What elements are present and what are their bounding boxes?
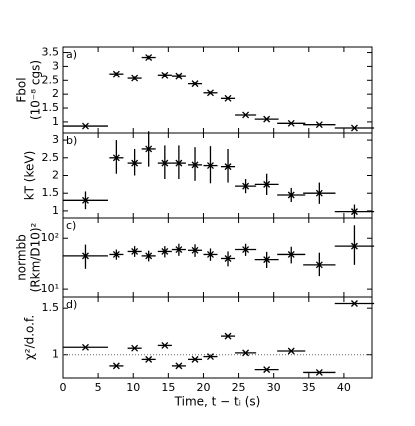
marker <box>315 189 323 197</box>
y-tick-label: 1 <box>52 204 59 217</box>
x-tick-label: 0 <box>60 381 67 394</box>
marker <box>131 247 139 255</box>
marker <box>263 256 271 264</box>
y-axis-label: (Rkm/D10)² <box>29 222 43 292</box>
y-tick-label: 1 <box>52 348 59 361</box>
marker <box>242 349 250 357</box>
panel-label: a) <box>66 48 77 61</box>
y-tick-label: 3 <box>52 133 59 146</box>
marker <box>350 124 358 132</box>
marker <box>175 246 183 253</box>
marker <box>350 242 358 250</box>
marker <box>207 89 214 97</box>
marker <box>161 159 169 167</box>
marker <box>145 54 153 62</box>
panel-frame <box>62 132 373 219</box>
y-axis-label: Fbol <box>15 77 29 102</box>
panel-frame <box>62 46 373 134</box>
marker <box>224 163 232 171</box>
panel-frame <box>62 217 373 298</box>
marker <box>287 251 295 258</box>
marker <box>224 332 232 340</box>
panel-frame <box>62 296 373 379</box>
marker <box>191 161 199 169</box>
marker <box>242 246 250 253</box>
x-tick-label: 10 <box>126 381 140 394</box>
marker <box>112 362 120 370</box>
marker <box>82 343 89 351</box>
marker <box>350 208 358 216</box>
x-tick-label: 15 <box>161 381 175 394</box>
marker <box>263 180 271 188</box>
y-tick-label: 3.5 <box>42 46 60 59</box>
marker <box>242 111 250 119</box>
marker <box>82 252 89 260</box>
marker <box>112 70 120 78</box>
y-tick-label: 1 <box>52 115 59 128</box>
x-tick-label: 40 <box>337 381 351 394</box>
marker <box>131 74 139 82</box>
marker <box>315 261 323 269</box>
y-axis-label: χ²/d.o.f. <box>23 315 37 360</box>
y-tick-label: 1.5 <box>42 301 60 314</box>
marker <box>161 247 169 255</box>
marker <box>207 251 214 258</box>
marker <box>207 353 214 361</box>
y-axis-label: kT (keV) <box>23 151 37 201</box>
marker <box>287 347 295 355</box>
marker <box>112 154 120 162</box>
marker <box>161 71 169 79</box>
marker <box>191 80 199 88</box>
x-tick-label: 30 <box>267 381 281 394</box>
marker <box>175 72 183 80</box>
y-tick-label: 2 <box>52 169 59 182</box>
marker <box>161 341 169 349</box>
marker <box>145 252 153 260</box>
marker <box>145 355 153 363</box>
y-tick-label: 10² <box>41 231 59 244</box>
y-tick-label: 10¹ <box>41 282 59 295</box>
x-tick-label: 20 <box>196 381 210 394</box>
y-tick-label: 2.5 <box>42 151 60 164</box>
y-axis-label: normbb <box>15 234 29 281</box>
y-tick-label: 2.5 <box>42 73 60 86</box>
x-tick-label: 35 <box>302 381 316 394</box>
x-tick-label: 5 <box>95 381 102 394</box>
y-tick-label: 2 <box>52 87 59 100</box>
marker <box>315 368 323 376</box>
marker <box>131 344 139 352</box>
marker <box>224 94 232 102</box>
marker <box>224 255 232 262</box>
y-tick-label: 1.5 <box>42 186 60 199</box>
marker <box>131 159 139 167</box>
panel-label: b) <box>66 134 77 147</box>
marker <box>175 362 183 370</box>
marker <box>263 115 271 123</box>
y-axis-label: (10⁻⁸ cgs) <box>29 60 43 120</box>
marker <box>191 355 199 363</box>
marker <box>287 191 295 199</box>
marker <box>263 366 271 374</box>
marker <box>315 121 323 129</box>
y-tick-label: 3 <box>52 59 59 72</box>
panel-label: c) <box>66 219 76 232</box>
marker <box>242 182 250 190</box>
panel-label: d) <box>66 298 77 311</box>
x-tick-label: 25 <box>232 381 246 394</box>
marker <box>287 119 295 127</box>
marker <box>350 300 358 307</box>
y-tick-label: 1.5 <box>42 101 60 114</box>
x-axis-label: Time, t − tᵢ (s) <box>174 395 261 409</box>
marker <box>82 122 89 130</box>
marker <box>82 196 89 204</box>
marker <box>145 145 153 153</box>
marker <box>175 159 183 167</box>
marker <box>207 162 214 170</box>
marker <box>112 251 120 258</box>
marker <box>191 246 199 254</box>
